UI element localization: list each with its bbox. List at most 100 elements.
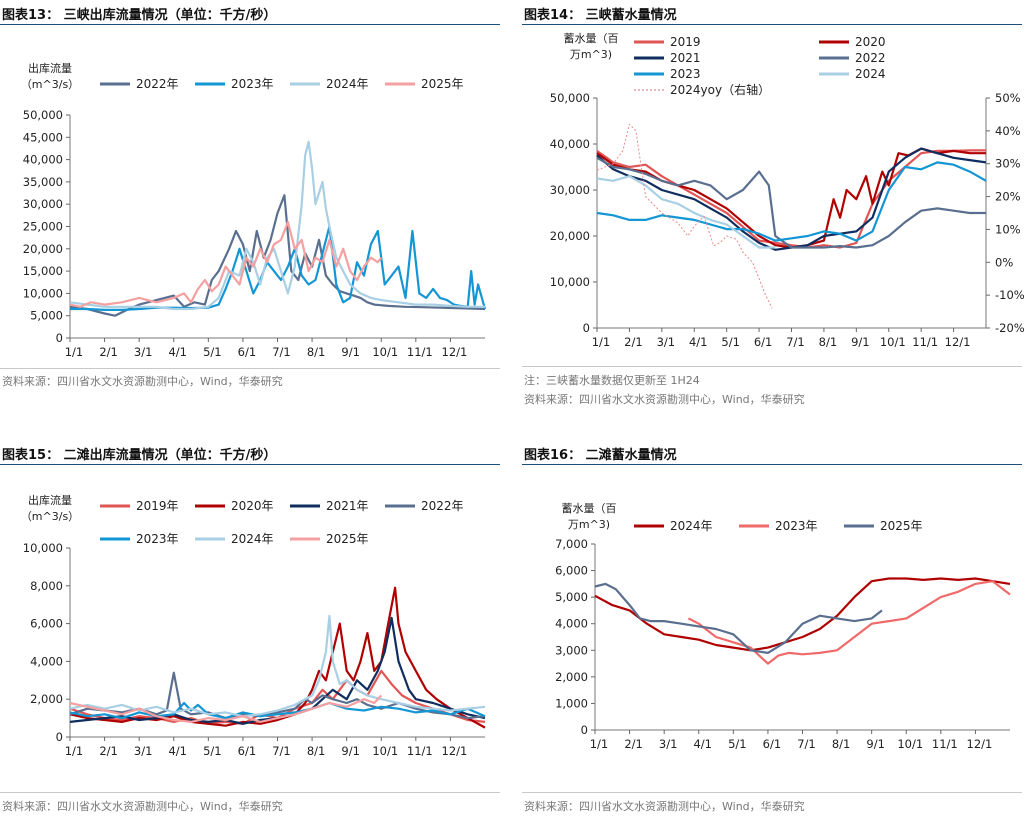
x-tick-label: 4/1 — [168, 345, 187, 359]
legend-label: 2024yoy（右轴） — [670, 82, 770, 97]
y-tick-label: 0 — [583, 321, 590, 335]
y-tick-label: 4,000 — [555, 617, 588, 631]
y-tick-label: 1,000 — [555, 696, 588, 710]
chart-ertan-storage: 蓄水量（百万m^3) 0 1,000 2,000 3,000 4,000 5,000 6,00… — [555, 502, 1011, 751]
y-tick-label: 30,000 — [23, 197, 63, 211]
y-tick-label: 45,000 — [23, 130, 63, 144]
y2-tick-label: 0% — [995, 255, 1013, 269]
panel-sanxia-storage: 图表14： 三峡蓄水量情况 蓄水量（百 万m^3) 0 10,000 20,000 30,… — [522, 0, 1031, 410]
series-line — [596, 123, 773, 309]
series-line — [596, 156, 986, 249]
x-tick-label: 3/1 — [657, 335, 676, 349]
y-axis-label: （m^3/s） — [21, 510, 79, 523]
legend-label: 2023 — [670, 67, 701, 81]
source-note: 资料来源：四川省水文水资源勘测中心，Wind，华泰研究 — [2, 800, 283, 813]
series-line — [596, 147, 987, 251]
x-tick-label: 10/1 — [372, 744, 398, 758]
y-axis-label: （m^3/s） — [21, 78, 79, 91]
series-line — [687, 580, 1011, 665]
x-tick-label: 8/1 — [832, 737, 851, 751]
x-tick-label: 2/1 — [624, 335, 643, 349]
legend-label: 2023年 — [775, 519, 818, 533]
x-tick-label: 10/1 — [372, 345, 398, 359]
series-line — [69, 140, 485, 311]
legend-label: 2024年 — [231, 532, 274, 546]
series-line — [69, 669, 486, 725]
x-tick-label: 8/1 — [819, 335, 838, 349]
x-tick-label: 6/1 — [754, 335, 773, 349]
legend-label: 2024 — [855, 67, 886, 81]
series-line — [69, 220, 383, 308]
x-tick-label: 12/1 — [967, 737, 993, 751]
series-line — [69, 194, 486, 317]
x-tick-label: 9/1 — [341, 345, 360, 359]
chart-ertan-outflow: 出库流量 （m^3/s） 0 2,000 4,000 6,000 8,000 10,000 1/… — [21, 493, 486, 758]
x-tick-label: 10/1 — [897, 737, 923, 751]
y-tick-label: 7,000 — [555, 537, 588, 551]
legend-label: 2022年 — [136, 77, 179, 91]
x-tick-label: 11/1 — [912, 335, 938, 349]
x-tick-label: 4/1 — [693, 737, 712, 751]
y-tick-label: 50,000 — [23, 108, 63, 122]
source-note: 资料来源：四川省水文水资源勘测中心，Wind，华泰研究 — [2, 375, 283, 388]
series-line — [69, 616, 486, 725]
x-tick-label: 8/1 — [307, 345, 326, 359]
y2-tick-label: -10% — [995, 288, 1025, 302]
y-tick-label: 50,000 — [550, 91, 590, 105]
x-tick-label: 4/1 — [168, 744, 187, 758]
legend-label: 2019 — [670, 35, 701, 49]
legend-label: 2019年 — [136, 499, 179, 513]
y2-tick-label: -20% — [995, 321, 1025, 335]
x-tick-label: 5/1 — [203, 345, 222, 359]
series-line — [70, 225, 487, 311]
x-tick-label: 7/1 — [272, 345, 291, 359]
x-tick-label: 2/1 — [99, 744, 118, 758]
series-line — [69, 614, 486, 718]
x-tick-label: 7/1 — [797, 737, 816, 751]
x-tick-label: 6/1 — [238, 345, 257, 359]
y-axis-label: 万m^3) — [568, 518, 610, 531]
legend-label: 2025年 — [326, 532, 369, 546]
y-tick-label: 5,000 — [555, 590, 588, 604]
y-tick-label: 10,000 — [23, 286, 63, 300]
chart-note: 注：三峡蓄水量数据仅更新至 1H24 — [524, 374, 700, 387]
y-tick-label: 5,000 — [30, 309, 63, 323]
y-tick-label: 25,000 — [23, 220, 63, 234]
y-tick-label: 6,000 — [555, 564, 588, 578]
series-line — [596, 149, 986, 249]
y-tick-label: 20,000 — [550, 229, 590, 243]
chart-title: 图表16： 二滩蓄水量情况 — [524, 448, 677, 463]
legend-label: 2024年 — [326, 77, 369, 91]
x-tick-label: 11/1 — [407, 345, 433, 359]
x-tick-label: 9/1 — [851, 335, 870, 349]
y-tick-label: 40,000 — [550, 137, 590, 151]
legend-label: 2023年 — [231, 77, 274, 91]
x-tick-label: 12/1 — [945, 335, 971, 349]
chart-sanxia-storage: 蓄水量（百万m^3) 0 10,000 20,000 30,000 40,000 50,00… — [550, 32, 1025, 349]
x-tick-label: 10/1 — [880, 335, 906, 349]
y-tick-label: 4,000 — [30, 654, 63, 668]
legend-label: 2021年 — [326, 499, 369, 513]
y-tick-label: 30,000 — [550, 183, 590, 197]
legend-label: 2021 — [670, 51, 701, 65]
x-tick-label: 6/1 — [763, 737, 782, 751]
legend-label: 2024年 — [670, 519, 713, 533]
x-tick-label: 1/1 — [65, 744, 84, 758]
x-tick-label: 5/1 — [728, 737, 747, 751]
series-line — [594, 577, 1011, 652]
y-tick-label: 2,000 — [30, 692, 63, 706]
chart-title: 图表15： 二滩出库流量情况（单位：千方/秒） — [2, 448, 277, 463]
y2-tick-label: 20% — [995, 190, 1021, 204]
series-line — [69, 701, 486, 720]
chart-sanxia-outflow: 出库流量 （m^3/s） 0 5,000 10,000 15,000 20,000 25,00… — [21, 61, 487, 359]
y-axis-label: 万m^3) — [570, 48, 612, 61]
legend-label: 2020 — [855, 35, 886, 49]
legend-label: 2025年 — [421, 77, 464, 91]
y-tick-label: 3,000 — [555, 643, 588, 657]
chart-title: 图表13： 三峡出库流量情况（单位：千方/秒） — [2, 8, 277, 23]
series-line — [596, 175, 776, 249]
y-axis-label: 蓄水量（百 — [564, 32, 619, 45]
y2-tick-label: 10% — [995, 222, 1021, 236]
y-tick-label: 20,000 — [23, 242, 63, 256]
source-note: 资料来源：四川省水文水资源勘测中心，Wind，华泰研究 — [524, 800, 805, 813]
